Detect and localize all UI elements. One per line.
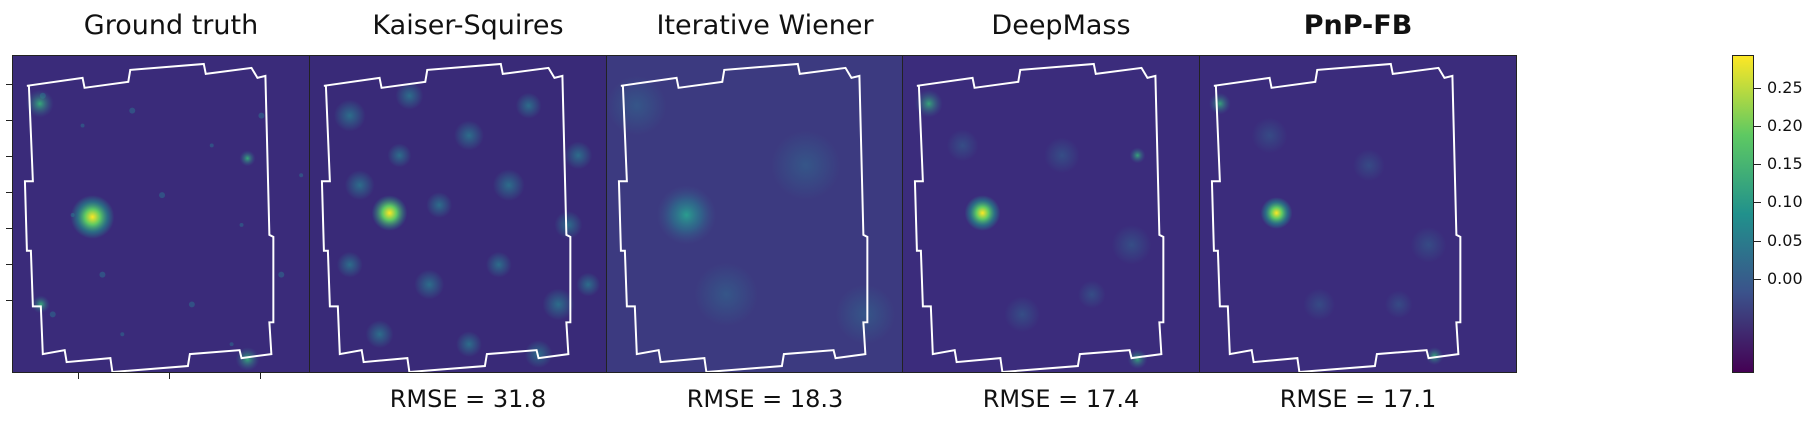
convergence-map xyxy=(309,55,627,373)
axis-tick xyxy=(6,192,12,193)
axis-tick xyxy=(6,120,12,121)
peak xyxy=(656,185,717,245)
colorbar-tick-label: 0.10 xyxy=(1767,192,1803,211)
map-svg xyxy=(1200,56,1516,372)
noise-texture xyxy=(607,75,896,345)
rmse-label: RMSE = 31.8 xyxy=(389,385,547,413)
map-svg xyxy=(13,56,329,372)
colorbar-tick xyxy=(1754,202,1761,203)
hotspot xyxy=(31,295,50,314)
colorbar-tick xyxy=(1754,279,1761,280)
panel-deepmass: DeepMass xyxy=(902,0,1220,423)
panel-kaiser-squires: Kaiser-Squires xyxy=(309,0,627,423)
convergence-map xyxy=(12,55,330,373)
noise-texture xyxy=(1251,117,1447,321)
panel-title: PnP-FB xyxy=(1303,10,1413,41)
hotspot xyxy=(25,89,54,118)
rmse-label: RMSE = 18.3 xyxy=(686,385,844,413)
map-background xyxy=(1200,56,1516,372)
panel-title: Iterative Wiener xyxy=(656,10,874,41)
axis-tick xyxy=(6,264,12,265)
convergence-map xyxy=(606,55,924,373)
rmse-label: RMSE = 17.1 xyxy=(1279,385,1437,413)
hotspot xyxy=(914,89,943,118)
peak xyxy=(70,195,115,239)
axis-tick xyxy=(169,373,170,379)
axis-tick xyxy=(6,84,12,85)
survey-footprint xyxy=(23,62,275,372)
map-background xyxy=(903,56,1219,372)
colorbar-tick xyxy=(1754,241,1761,242)
convergence-map xyxy=(1199,55,1517,373)
colorbar xyxy=(1732,55,1754,373)
hotspot xyxy=(1208,92,1231,115)
map-svg xyxy=(310,56,626,372)
panel-ground-truth: Ground truth xyxy=(6,0,330,423)
panel-title: Kaiser-Squires xyxy=(372,10,564,41)
hotspot xyxy=(235,347,260,372)
colorbar-tick-label: 0.25 xyxy=(1767,78,1803,97)
axis-tick xyxy=(78,373,79,379)
colorbar-tick-label: 0.15 xyxy=(1767,154,1803,173)
panel-iterative-wiener: Iterative Wiener RMSE = 18.3 xyxy=(606,0,924,423)
convergence-map xyxy=(902,55,1220,373)
panel-title: DeepMass xyxy=(991,10,1131,41)
colorbar-tick-label: 0.05 xyxy=(1767,231,1803,250)
panel-pnp-fb: PnP-FB xyxy=(1199,0,1517,423)
survey-footprint xyxy=(1210,62,1462,372)
map-svg xyxy=(903,56,1219,372)
peak xyxy=(371,195,408,231)
hotspot xyxy=(1425,347,1444,366)
noise-texture xyxy=(946,129,1152,333)
axis-tick xyxy=(6,300,12,301)
hotspot xyxy=(239,150,256,167)
peak xyxy=(1260,197,1293,229)
colorbar-tick xyxy=(1754,126,1761,127)
survey-footprint xyxy=(913,62,1165,372)
panel-title: Ground truth xyxy=(83,10,259,41)
map-background xyxy=(13,56,329,372)
axis-tick xyxy=(6,228,12,229)
noise-texture xyxy=(333,81,601,369)
survey-footprint xyxy=(617,62,869,372)
axis-tick xyxy=(260,373,261,379)
hotspot xyxy=(1129,147,1146,164)
hotspot xyxy=(1127,349,1148,370)
colorbar-tick xyxy=(1754,164,1761,165)
noise-texture xyxy=(39,92,304,347)
colorbar-tick-label: 0.20 xyxy=(1767,116,1803,135)
peak xyxy=(964,195,1001,231)
colorbar-tick-label: 0.00 xyxy=(1767,269,1803,288)
rmse-label: RMSE = 17.4 xyxy=(982,385,1140,413)
survey-footprint xyxy=(320,62,572,372)
axis-tick xyxy=(6,156,12,157)
colorbar-tick xyxy=(1754,88,1761,89)
map-svg xyxy=(607,56,923,372)
